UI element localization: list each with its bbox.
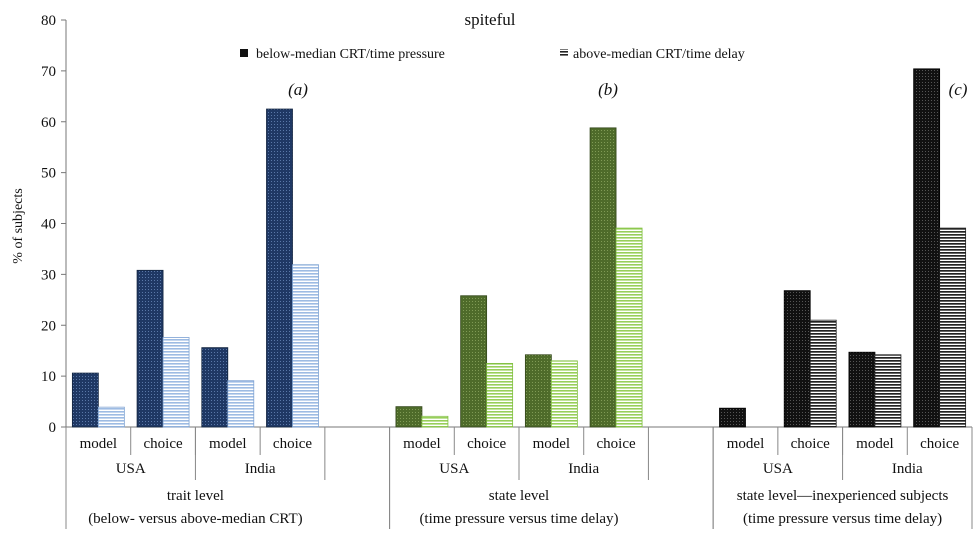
bar bbox=[421, 415, 449, 428]
country-label: India bbox=[245, 461, 276, 477]
country-label: USA bbox=[116, 461, 146, 477]
category-label: model bbox=[727, 436, 765, 452]
legend-label-above: above-median CRT/time delay bbox=[573, 47, 745, 62]
panel-label-line2: (time pressure versus time delay) bbox=[419, 511, 618, 527]
panel-letter: (c) bbox=[949, 80, 968, 99]
bar bbox=[913, 68, 941, 428]
y-tick-label: 20 bbox=[41, 318, 56, 334]
category-label: choice bbox=[144, 436, 183, 452]
category-label: model bbox=[209, 436, 247, 452]
category-label: model bbox=[533, 436, 571, 452]
bar bbox=[201, 347, 229, 428]
y-tick-label: 50 bbox=[41, 166, 56, 182]
bar bbox=[136, 269, 164, 428]
country-label: India bbox=[892, 461, 923, 477]
bar bbox=[227, 380, 255, 428]
category-label: choice bbox=[791, 436, 830, 452]
bars: (a) (b) (c) bbox=[71, 68, 968, 428]
bar bbox=[874, 354, 902, 428]
bar bbox=[939, 227, 967, 428]
y-tick-label: 0 bbox=[49, 420, 57, 436]
panel-label-line1: trait level bbox=[167, 488, 224, 504]
country-label: India bbox=[568, 461, 599, 477]
category-axis: model choice USA model choice India trait leve… bbox=[65, 427, 973, 529]
category-label: model bbox=[80, 436, 118, 452]
bar bbox=[71, 372, 99, 428]
panel-letter: (b) bbox=[598, 80, 618, 99]
bar bbox=[524, 354, 552, 428]
category-label: choice bbox=[597, 436, 636, 452]
bar bbox=[783, 290, 811, 428]
bar bbox=[719, 407, 746, 428]
panel-label-line1: state level bbox=[489, 488, 549, 504]
country-label: USA bbox=[763, 461, 793, 477]
bar bbox=[266, 108, 293, 428]
bar bbox=[486, 363, 514, 428]
legend-marker-below bbox=[240, 49, 248, 57]
y-tick-label: 10 bbox=[41, 369, 56, 385]
y-ticks: 0 10 20 30 40 50 60 70 80 bbox=[41, 13, 66, 436]
legend-marker-above bbox=[560, 49, 568, 57]
y-tick-label: 70 bbox=[41, 64, 56, 80]
bar bbox=[460, 295, 488, 428]
y-tick-label: 60 bbox=[41, 115, 56, 131]
y-tick-label: 80 bbox=[41, 13, 56, 29]
panel-label-line1: state level—inexperienced subjects bbox=[737, 488, 949, 504]
bar bbox=[589, 127, 617, 428]
y-tick-label: 40 bbox=[41, 217, 56, 233]
legend-label-below: below-median CRT/time pressure bbox=[256, 47, 445, 62]
category-label: choice bbox=[467, 436, 506, 452]
category-label: model bbox=[856, 436, 894, 452]
legend: below-median CRT/time pressure above-med… bbox=[240, 47, 745, 62]
y-axis-label: % of subjects bbox=[11, 188, 26, 263]
bar bbox=[97, 406, 125, 428]
bar bbox=[809, 319, 837, 428]
bar bbox=[395, 406, 423, 428]
bar bbox=[848, 351, 876, 428]
y-tick-label: 30 bbox=[41, 267, 56, 283]
bar bbox=[615, 227, 643, 428]
panel-letter: (a) bbox=[288, 80, 308, 99]
chart-title: spiteful bbox=[465, 10, 516, 29]
bar bbox=[162, 337, 190, 428]
panel-label-line2: (below- versus above-median CRT) bbox=[88, 511, 302, 527]
category-label: choice bbox=[920, 436, 959, 452]
bar bbox=[292, 264, 319, 428]
category-label: choice bbox=[273, 436, 312, 452]
country-label: USA bbox=[439, 461, 469, 477]
bar bbox=[550, 360, 578, 428]
panel-label-line2: (time pressure versus time delay) bbox=[743, 511, 942, 527]
category-label: model bbox=[403, 436, 441, 452]
